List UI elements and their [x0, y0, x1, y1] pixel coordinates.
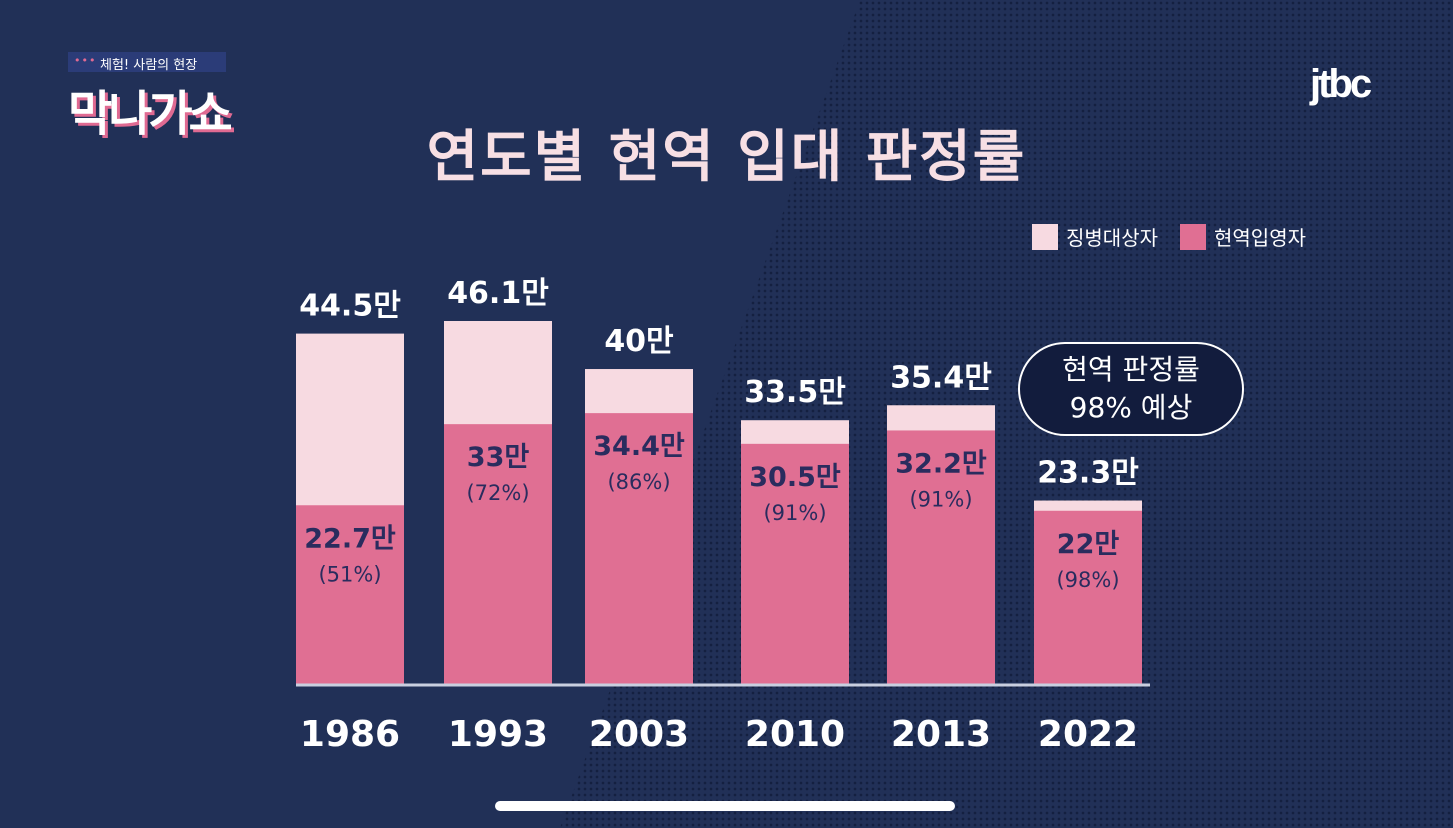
callout-badge: 현역 판정률 98% 예상	[1018, 342, 1244, 436]
bar-active	[296, 505, 404, 684]
callout-line2: 98% 예상	[1069, 391, 1193, 424]
chart-legend: 징병대상자 현역입영자	[1032, 222, 1306, 251]
callout-line1: 현역 판정률	[1062, 353, 1200, 386]
data-label-percent: (86%)	[607, 470, 670, 494]
data-label-total: 33.5만	[744, 375, 846, 410]
x-tick-label: 2022	[1038, 714, 1138, 755]
data-label-percent: (51%)	[318, 562, 381, 586]
bar-active	[444, 424, 552, 684]
chart-title: 연도별 현역 입대 판정률	[426, 125, 1027, 190]
bar-active	[887, 430, 995, 684]
data-label-total: 40만	[604, 324, 674, 359]
bar-active	[585, 413, 693, 684]
data-label-percent: (91%)	[763, 501, 826, 525]
legend-swatch-active	[1180, 223, 1206, 250]
show-logo-subtitle-bar	[68, 52, 226, 72]
x-tick-label: 2003	[589, 714, 689, 755]
dots-icon: •••	[74, 54, 97, 67]
legend-label-total: 징병대상자	[1066, 226, 1158, 250]
x-tick-label: 2013	[891, 714, 991, 755]
bar-active	[1034, 510, 1142, 684]
legend-label-active: 현역입영자	[1214, 226, 1306, 250]
data-label-percent: (91%)	[909, 487, 972, 511]
bar-active	[741, 443, 849, 684]
data-label-total: 35.4만	[890, 360, 992, 395]
x-tick-label: 2010	[745, 714, 845, 755]
data-label-active: 34.4만	[593, 431, 685, 462]
data-label-percent: (72%)	[466, 481, 529, 505]
legend-item-active: 현역입영자	[1180, 222, 1306, 251]
data-label-active: 30.5만	[749, 462, 841, 493]
show-logo-subtitle: 체험! 사람의 현장	[100, 58, 198, 73]
data-label-active: 32.2만	[895, 448, 987, 479]
show-logo-title: 막나가쇼	[68, 86, 233, 142]
data-label-active: 22만	[1057, 529, 1120, 560]
x-tick-label: 1986	[300, 714, 400, 755]
data-label-active: 33만	[467, 442, 530, 473]
legend-swatch-total	[1032, 223, 1058, 250]
channel-logo: jtbc	[1310, 62, 1372, 106]
x-tick-label: 1993	[448, 714, 548, 755]
data-label-total: 23.3만	[1037, 456, 1139, 491]
data-label-percent: (98%)	[1056, 568, 1119, 592]
data-label-active: 22.7만	[304, 523, 396, 554]
data-label-total: 46.1만	[447, 276, 549, 311]
legend-item-total: 징병대상자	[1032, 222, 1158, 251]
home-indicator[interactable]	[495, 801, 955, 811]
data-label-total: 44.5만	[299, 289, 401, 324]
